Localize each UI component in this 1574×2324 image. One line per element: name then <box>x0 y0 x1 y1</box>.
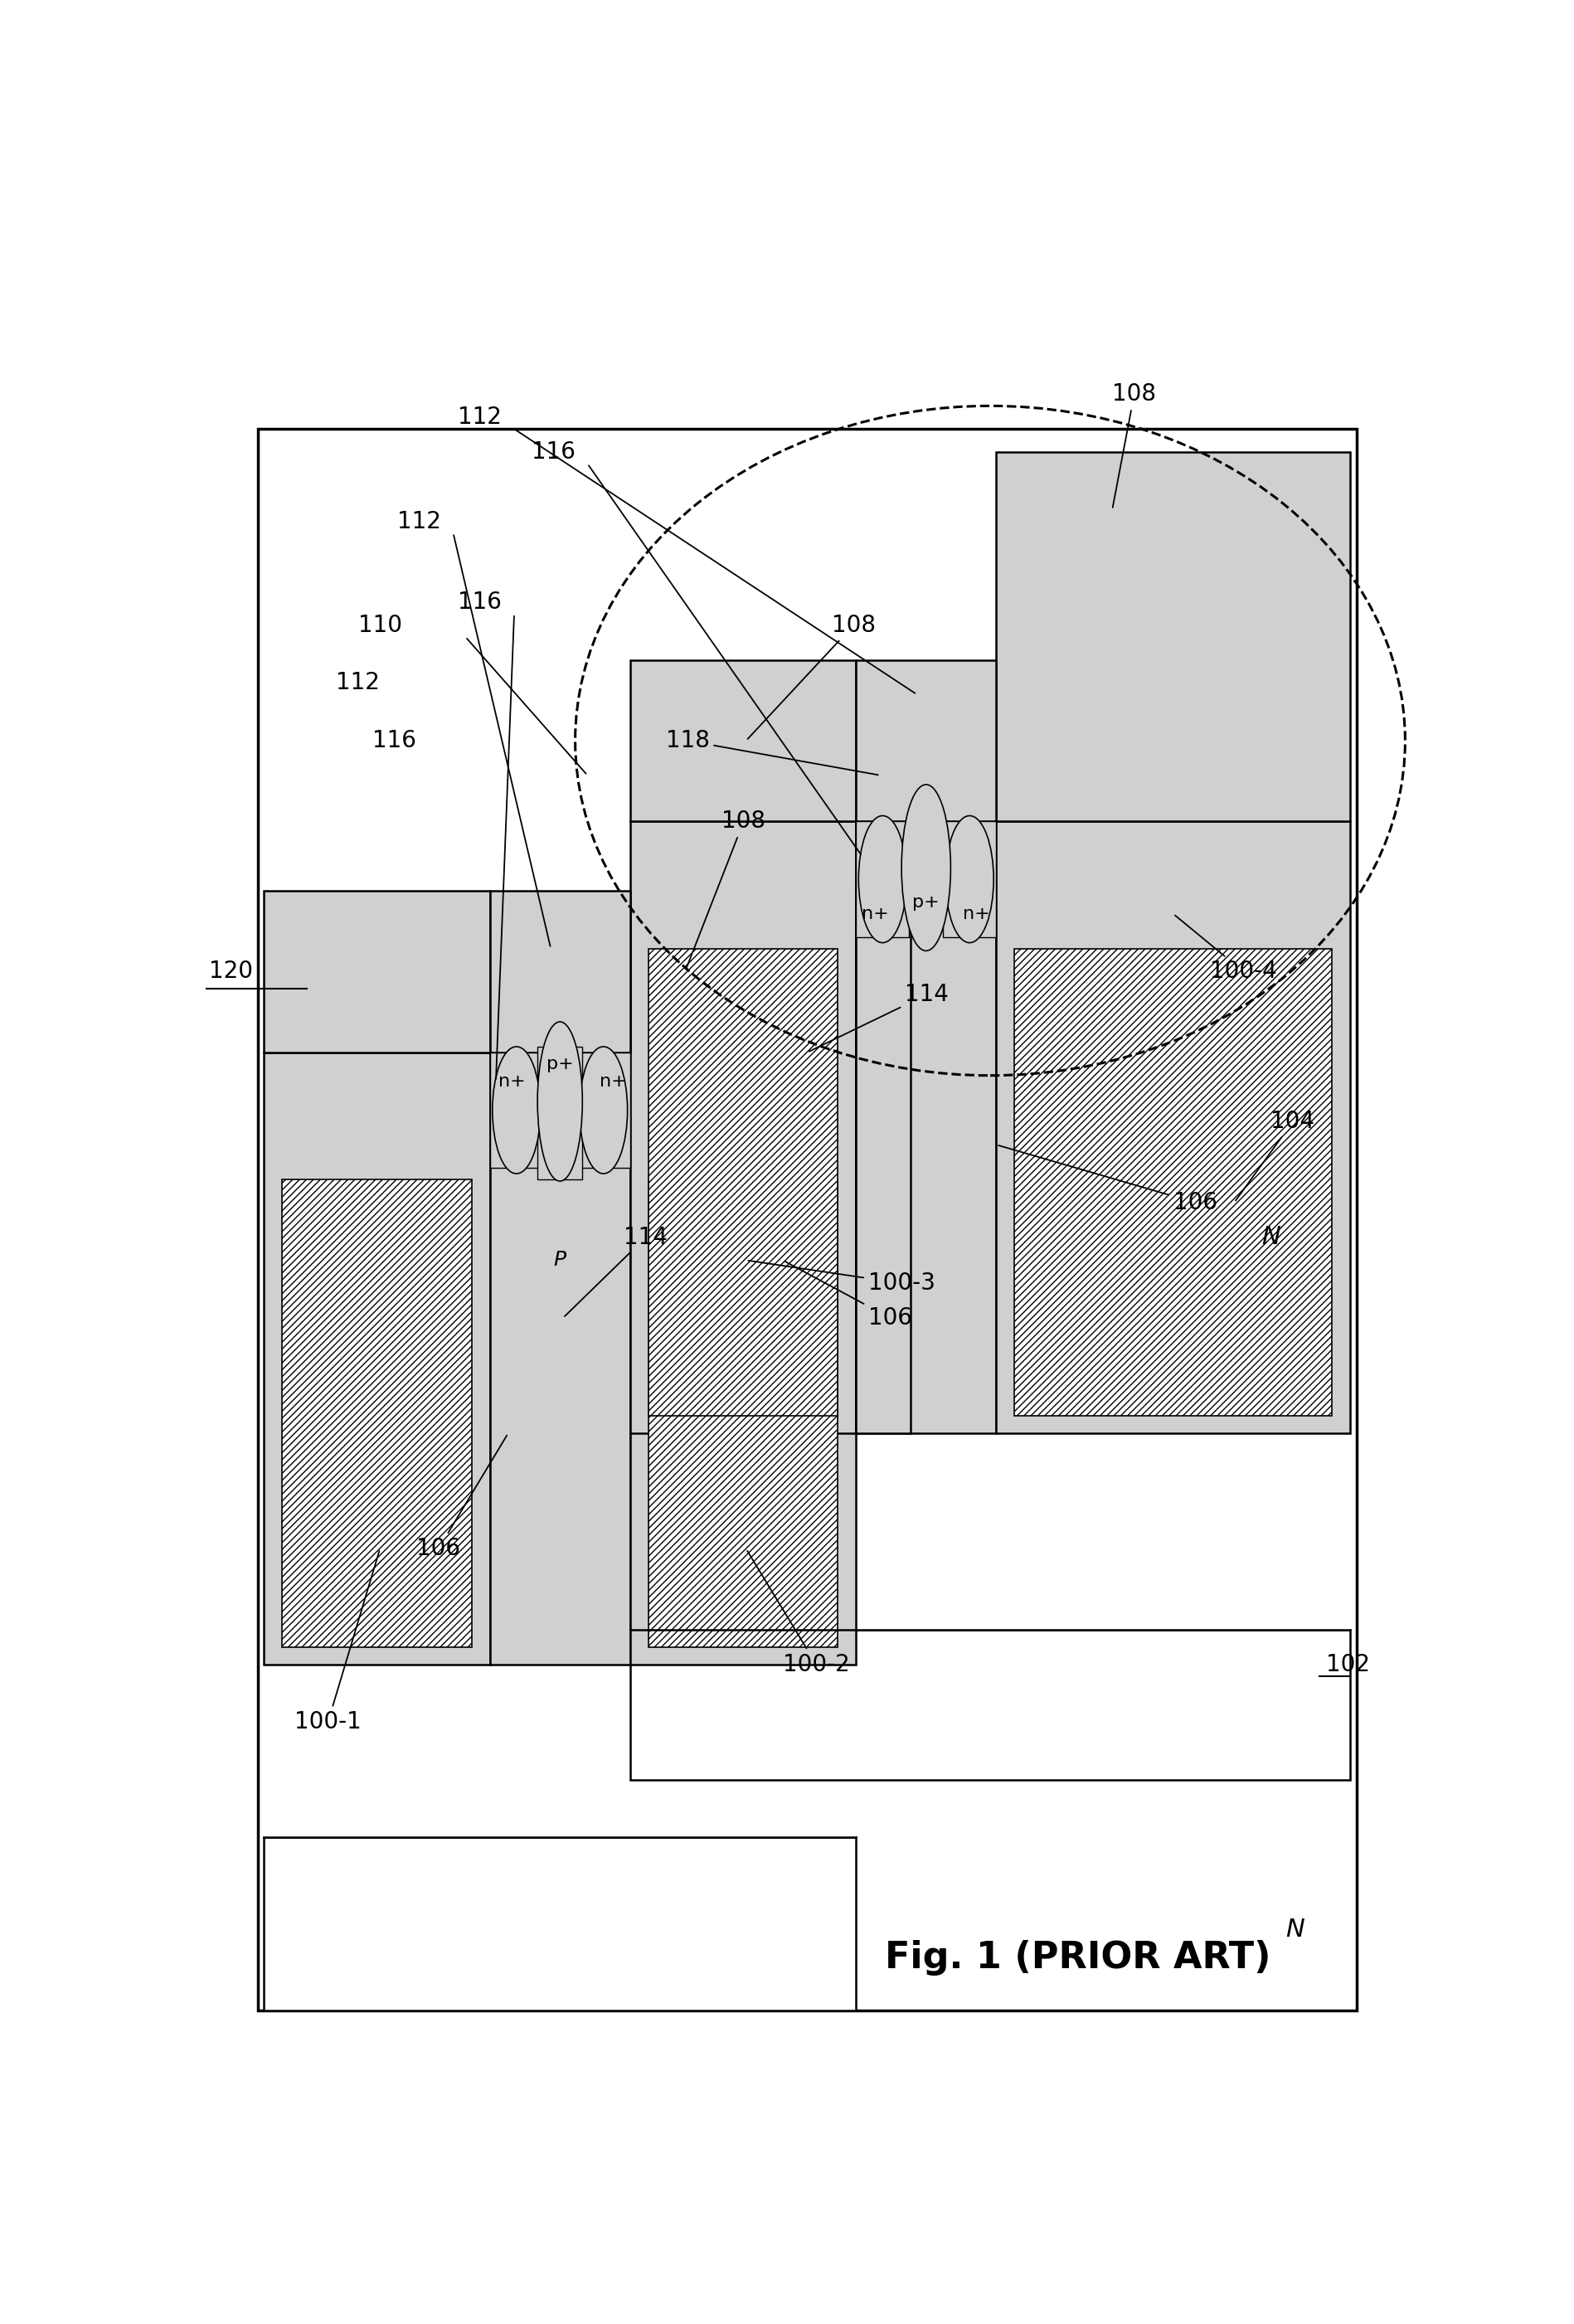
Text: 110: 110 <box>357 614 401 637</box>
Bar <box>282 1178 471 1648</box>
Bar <box>648 1178 837 1648</box>
Text: Fig. 1 (PRIOR ART): Fig. 1 (PRIOR ART) <box>885 1941 1270 1975</box>
Text: P: P <box>554 1250 567 1271</box>
Bar <box>576 1053 630 1169</box>
Bar <box>264 890 490 1053</box>
Bar <box>856 890 910 1434</box>
Ellipse shape <box>493 1046 540 1174</box>
Text: 120: 120 <box>209 960 253 983</box>
Bar <box>630 1053 856 1664</box>
Text: 116: 116 <box>530 442 575 465</box>
Bar <box>264 1664 856 1838</box>
Bar <box>856 820 996 1434</box>
Text: 100-1: 100-1 <box>294 1550 379 1734</box>
Bar <box>1014 948 1332 1415</box>
Ellipse shape <box>944 816 993 944</box>
Text: 112: 112 <box>335 672 379 695</box>
Text: 108: 108 <box>686 809 765 969</box>
Text: 116: 116 <box>458 590 502 614</box>
Ellipse shape <box>579 1046 626 1174</box>
Bar <box>264 1053 490 1664</box>
Text: 112: 112 <box>458 407 502 430</box>
Text: 106: 106 <box>784 1262 911 1329</box>
Text: 114: 114 <box>809 983 948 1050</box>
Text: 106: 106 <box>416 1436 507 1559</box>
Bar <box>630 1434 1349 1629</box>
Bar <box>630 1629 1349 1780</box>
Bar <box>490 1053 543 1169</box>
Bar <box>856 820 908 937</box>
Ellipse shape <box>900 786 951 951</box>
Ellipse shape <box>858 816 907 944</box>
Bar <box>630 660 856 820</box>
Text: N: N <box>1261 1225 1280 1248</box>
Bar <box>264 1838 856 2010</box>
Text: n+: n+ <box>861 906 889 923</box>
Text: n+: n+ <box>600 1074 626 1090</box>
Bar <box>648 948 837 1415</box>
Text: 104: 104 <box>1236 1111 1314 1202</box>
Text: 114: 114 <box>565 1225 667 1315</box>
Text: 108: 108 <box>748 614 875 739</box>
Bar <box>630 820 856 1434</box>
Text: 100-2: 100-2 <box>748 1550 850 1676</box>
Bar <box>630 890 856 1053</box>
Text: n+: n+ <box>963 906 990 923</box>
Text: 100-4: 100-4 <box>1174 916 1277 983</box>
Bar <box>537 1046 582 1178</box>
Bar <box>943 820 996 937</box>
Bar <box>996 820 1349 1434</box>
Bar <box>490 890 630 1053</box>
Text: 100-3: 100-3 <box>748 1260 935 1294</box>
Text: 116: 116 <box>373 730 416 753</box>
Ellipse shape <box>537 1023 582 1181</box>
Bar <box>490 1053 630 1664</box>
Text: 112: 112 <box>397 509 441 532</box>
Text: 106: 106 <box>998 1146 1217 1213</box>
Text: n+: n+ <box>497 1074 526 1090</box>
Text: 118: 118 <box>666 730 878 774</box>
Text: N: N <box>1284 1917 1305 1943</box>
Text: 102: 102 <box>1325 1652 1369 1676</box>
Text: 108: 108 <box>1111 383 1155 507</box>
Text: p+: p+ <box>546 1055 573 1071</box>
Text: p+: p+ <box>911 895 940 911</box>
Bar <box>856 660 996 820</box>
Bar <box>996 453 1349 820</box>
Bar <box>258 430 1355 2010</box>
